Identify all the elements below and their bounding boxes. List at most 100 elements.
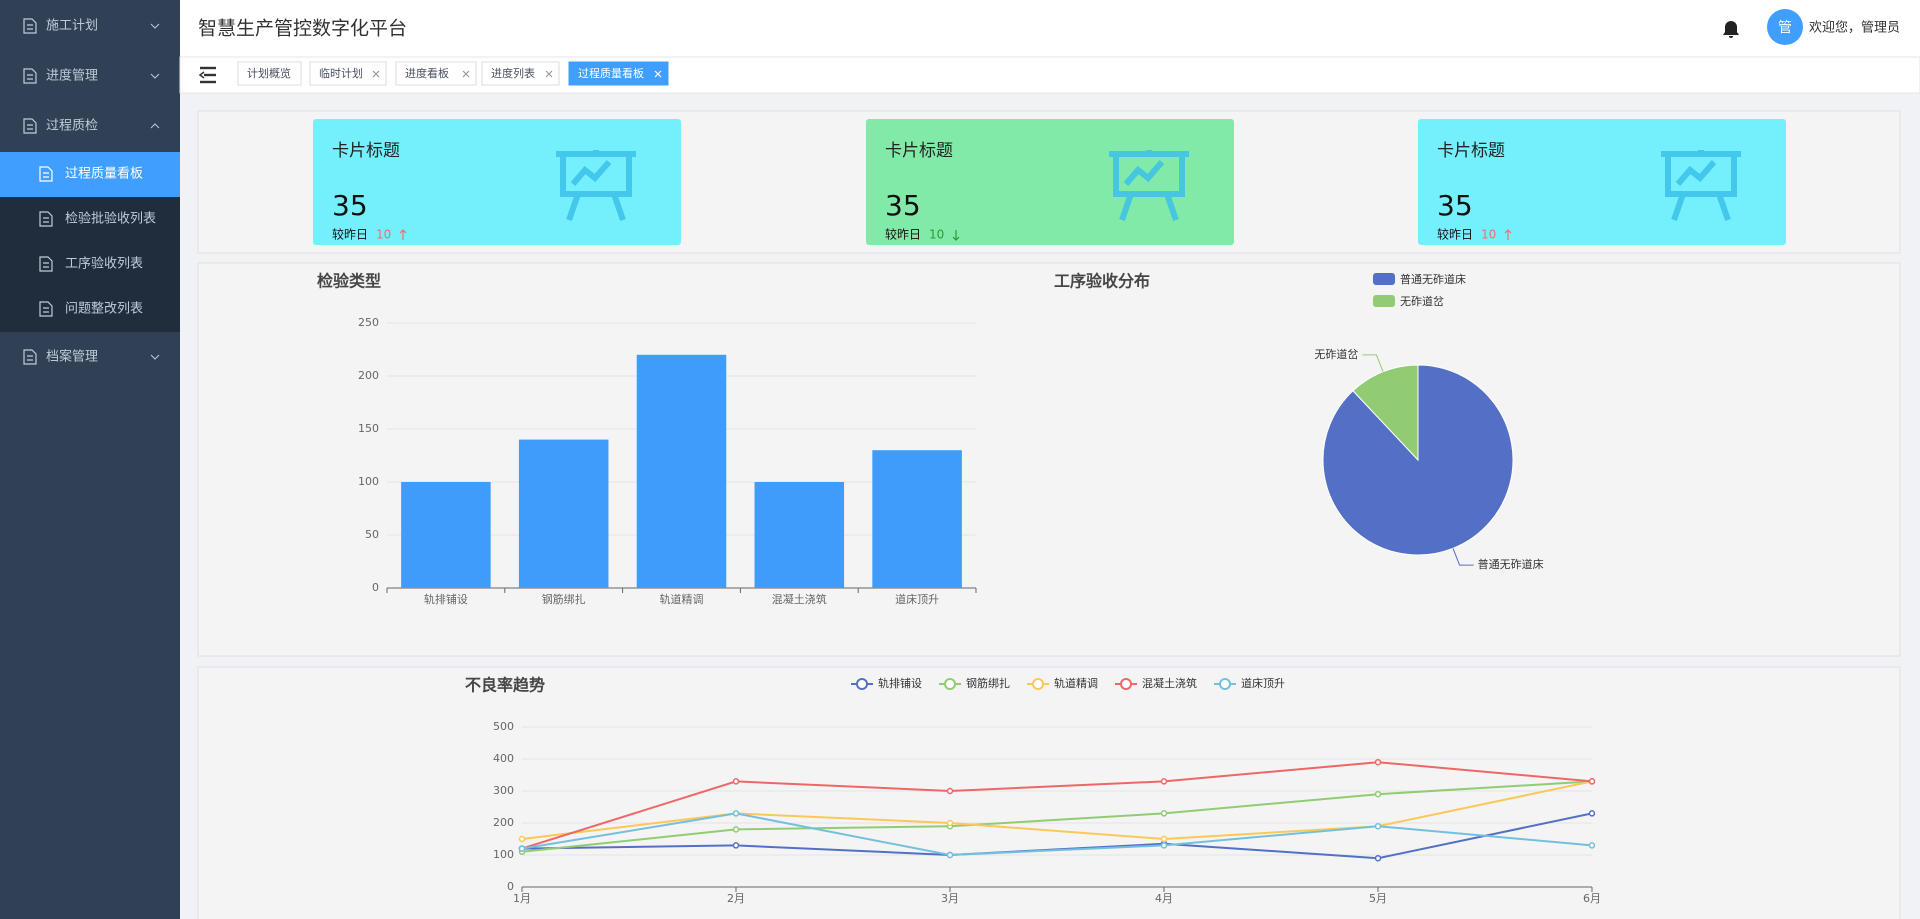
submenu-item[interactable]: 问题整改列表	[65, 302, 143, 317]
panel	[197, 262, 1901, 657]
point	[732, 778, 740, 785]
sidebar	[0, 0, 180, 919]
legend-marker[interactable]	[1120, 678, 1132, 690]
tab-close[interactable]	[462, 70, 470, 78]
y-tick-label: 300	[493, 784, 514, 797]
legend-label[interactable]: 无砟道岔	[1400, 294, 1444, 308]
hamburger[interactable]	[198, 66, 216, 84]
tab-label[interactable]: 临时计划	[319, 66, 363, 80]
menu-item[interactable]: 施工计划	[46, 19, 98, 34]
point	[1374, 790, 1382, 798]
doc-icon	[23, 68, 37, 84]
menu-item[interactable]: 过程质检	[46, 119, 98, 134]
series-line	[521, 780, 1593, 853]
legend-label[interactable]: 轨排铺设	[878, 676, 922, 690]
chevron	[150, 354, 160, 360]
avatar[interactable]	[1767, 9, 1803, 45]
tab[interactable]	[481, 61, 560, 86]
card-value: 35	[332, 189, 368, 222]
card-change: 10	[929, 228, 944, 242]
point	[1160, 810, 1168, 817]
legend-swatch[interactable]	[1373, 273, 1395, 285]
submenu-item[interactable]: 工序验收列表	[65, 256, 143, 272]
pie-slice	[1352, 364, 1419, 462]
avatar-text: 管	[1778, 20, 1792, 36]
point	[518, 835, 526, 843]
tab-close[interactable]	[372, 70, 380, 78]
series-line	[521, 812, 1593, 857]
tab[interactable]	[309, 61, 387, 86]
point	[732, 810, 740, 817]
doc-icon	[23, 118, 37, 134]
x-tick-label: 6月	[1583, 892, 1601, 905]
tab-close[interactable]	[545, 70, 553, 78]
tab-label[interactable]: 过程质量看板	[578, 66, 644, 80]
x-tick-label: 1月	[513, 892, 531, 905]
legend-swatch[interactable]	[1373, 295, 1395, 307]
chart-title: 检验类型	[317, 272, 381, 291]
point	[946, 787, 954, 795]
x-tick-label: 4月	[1155, 892, 1173, 905]
legend-marker[interactable]	[1219, 678, 1231, 690]
y-tick-label: 100	[493, 848, 514, 861]
point	[1160, 835, 1168, 843]
point	[946, 851, 954, 859]
label-line	[1362, 354, 1384, 372]
x-tick-label: 5月	[1369, 892, 1387, 905]
card-icon	[1661, 150, 1741, 221]
legend-label[interactable]: 轨道精调	[1054, 676, 1098, 690]
x-tick-label: 道床顶升	[895, 592, 939, 606]
submenu-item[interactable]: 检验批验收列表	[65, 211, 156, 227]
greeting: 欢迎您，管理员	[1809, 20, 1900, 36]
tab-label[interactable]: 进度列表	[491, 66, 535, 80]
tab-label[interactable]: 计划概览	[247, 66, 291, 80]
legend-label[interactable]: 普通无砟道床	[1400, 272, 1466, 286]
legend-marker[interactable]	[856, 678, 868, 690]
card-compare: 较昨日	[885, 227, 921, 242]
tab[interactable]	[237, 61, 302, 86]
x-tick-label: 3月	[941, 892, 959, 905]
point	[1588, 778, 1596, 785]
legend-marker[interactable]	[944, 678, 956, 690]
legend-label[interactable]: 钢筋绑扎	[966, 676, 1010, 690]
legend-marker[interactable]	[1032, 678, 1044, 690]
doc-icon	[39, 166, 53, 182]
card-title: 卡片标题	[885, 141, 953, 161]
point	[732, 826, 740, 833]
doc-icon	[39, 301, 53, 317]
card	[866, 119, 1234, 245]
card-change: 10	[1481, 228, 1496, 242]
submenu-item[interactable]: 过程质量看板	[65, 166, 143, 182]
card-title: 卡片标题	[1437, 141, 1505, 161]
doc-icon	[23, 18, 37, 34]
y-tick-label: 0	[372, 581, 379, 594]
menu-item[interactable]: 进度管理	[46, 68, 98, 84]
doc-icon	[39, 211, 53, 227]
card-compare: 较昨日	[1437, 227, 1473, 242]
legend-label[interactable]: 混凝土浇筑	[1142, 676, 1197, 690]
y-tick-label: 500	[493, 720, 514, 733]
tab-close[interactable]	[654, 70, 662, 78]
tab-label[interactable]: 进度看板	[405, 66, 449, 80]
legend-label[interactable]: 道床顶升	[1241, 676, 1285, 690]
pie-label: 无砟道岔	[1314, 347, 1358, 361]
card	[313, 119, 681, 245]
submenu-bg	[0, 287, 180, 332]
submenu-bg	[0, 197, 180, 242]
tab[interactable]	[568, 61, 669, 86]
trend-arrow	[952, 230, 960, 241]
menu-item[interactable]: 档案管理	[46, 350, 98, 365]
y-tick-label: 100	[358, 475, 379, 488]
chevron	[150, 73, 160, 79]
series-line	[521, 761, 1593, 850]
point	[1160, 778, 1168, 785]
chevron	[150, 123, 160, 129]
y-tick-label: 0	[507, 880, 514, 893]
bar	[754, 482, 845, 588]
bell-icon[interactable]	[1723, 21, 1739, 38]
card-compare: 较昨日	[332, 227, 368, 242]
chart-title: 不良率趋势	[465, 676, 545, 695]
tab[interactable]	[395, 61, 477, 86]
